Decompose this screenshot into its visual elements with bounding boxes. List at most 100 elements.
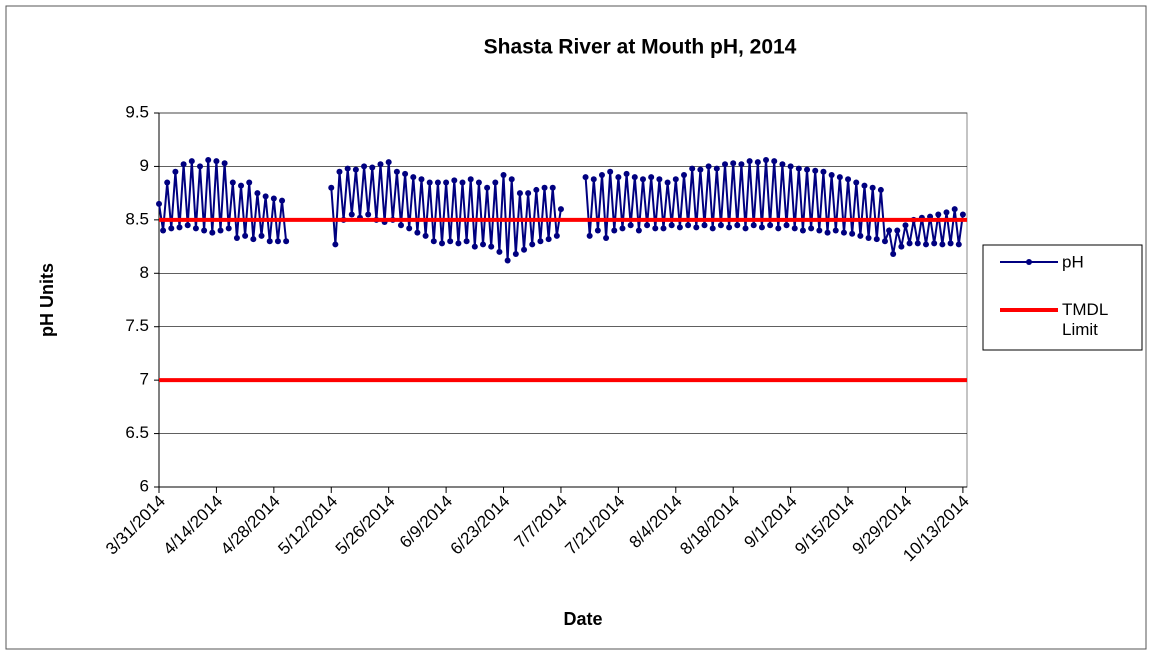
data-point: [582, 174, 589, 181]
data-point: [516, 190, 523, 197]
data-point: [192, 225, 199, 232]
data-point: [274, 238, 281, 245]
data-point: [787, 163, 794, 170]
data-point: [221, 160, 228, 167]
data-point: [336, 168, 343, 175]
data-point: [164, 179, 171, 186]
data-point: [730, 160, 737, 167]
data-point: [664, 179, 671, 186]
data-point: [713, 165, 720, 172]
data-point: [188, 158, 195, 165]
data-point: [172, 168, 179, 175]
data-point: [820, 168, 827, 175]
data-point: [668, 222, 675, 229]
data-point: [225, 225, 232, 232]
data-point: [459, 179, 466, 186]
data-point: [496, 248, 503, 255]
data-point: [168, 225, 175, 232]
data-point: [631, 174, 638, 181]
data-point: [328, 184, 335, 191]
y-tick-label: 8.5: [125, 209, 149, 228]
data-point: [434, 179, 441, 186]
y-tick-label: 9: [140, 156, 149, 175]
data-point: [598, 171, 605, 178]
data-point: [508, 176, 515, 183]
data-point: [914, 240, 921, 247]
data-point: [656, 176, 663, 183]
data-point: [886, 227, 893, 234]
data-point: [176, 224, 183, 231]
data-point: [865, 235, 872, 242]
data-point: [619, 225, 626, 232]
data-point: [840, 229, 847, 236]
data-point: [795, 165, 802, 172]
data-point: [525, 190, 532, 197]
data-point: [361, 163, 368, 170]
data-point: [734, 222, 741, 229]
data-point: [242, 232, 249, 239]
data-point: [812, 167, 819, 174]
data-point: [726, 224, 733, 231]
y-tick-label: 8: [140, 263, 149, 282]
data-point: [480, 241, 487, 248]
x-axis-label: Date: [563, 609, 602, 629]
data-point: [332, 241, 339, 248]
data-point: [266, 238, 273, 245]
y-axis-label: pH Units: [37, 263, 57, 337]
data-point: [262, 193, 269, 200]
data-point: [443, 179, 450, 186]
legend-marker: [1026, 259, 1032, 265]
data-point: [746, 158, 753, 165]
data-point: [873, 236, 880, 243]
data-point: [254, 190, 261, 197]
data-point: [611, 227, 618, 234]
data-point: [258, 232, 265, 239]
data-point: [557, 206, 564, 213]
data-point: [943, 209, 950, 216]
data-point: [648, 174, 655, 181]
data-point: [672, 176, 679, 183]
y-tick-label: 7.5: [125, 316, 149, 335]
data-point: [861, 182, 868, 189]
legend-label: TMDL Limit: [1062, 300, 1108, 339]
data-point: [898, 243, 905, 250]
data-point: [709, 225, 716, 232]
plot-area: [158, 112, 968, 488]
data-point: [205, 157, 212, 164]
data-point: [201, 227, 208, 234]
data-point: [836, 174, 843, 181]
data-point: [939, 241, 946, 248]
data-point: [197, 163, 204, 170]
data-point: [402, 170, 409, 177]
data-point: [385, 159, 392, 166]
data-point: [451, 177, 458, 184]
data-point: [406, 225, 413, 232]
y-tick-label: 6: [140, 476, 149, 495]
data-point: [767, 222, 774, 229]
data-point: [549, 184, 556, 191]
data-point: [492, 179, 499, 186]
data-point: [947, 240, 954, 247]
data-point: [881, 238, 888, 245]
data-point: [922, 241, 929, 248]
data-point: [845, 176, 852, 183]
data-point: [439, 240, 446, 247]
y-tick-label: 6.5: [125, 423, 149, 442]
data-point: [467, 176, 474, 183]
data-point: [676, 224, 683, 231]
data-point: [533, 186, 540, 193]
data-point: [213, 158, 220, 165]
data-point: [529, 241, 536, 248]
data-point: [430, 238, 437, 245]
data-point: [463, 238, 470, 245]
data-point: [705, 163, 712, 170]
data-point: [471, 243, 478, 250]
data-point: [594, 227, 601, 234]
data-point: [955, 241, 962, 248]
data-point: [828, 171, 835, 178]
data-point: [853, 179, 860, 186]
data-point: [906, 240, 913, 247]
data-point: [229, 179, 236, 186]
data-point: [902, 222, 909, 229]
